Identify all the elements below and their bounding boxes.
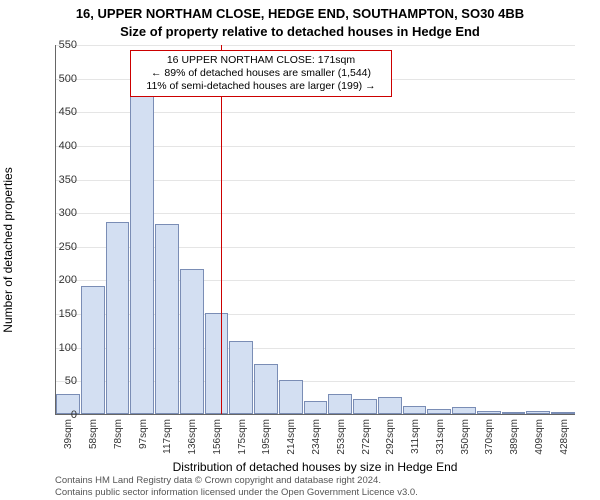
x-tick-label: 370sqm xyxy=(484,419,495,455)
x-tick-label: 331sqm xyxy=(435,419,446,455)
x-tick-label: 389sqm xyxy=(509,419,520,455)
histogram-bar xyxy=(130,71,154,414)
histogram-bar xyxy=(279,380,303,414)
histogram-bars xyxy=(56,45,575,414)
x-tick-label: 195sqm xyxy=(261,419,272,455)
x-tick-label: 253sqm xyxy=(336,419,347,455)
x-tick-label: 78sqm xyxy=(113,419,124,449)
y-tick-label: 200 xyxy=(47,274,77,286)
chart-plot-area xyxy=(55,45,575,415)
legend-line2: ← 89% of detached houses are smaller (1,… xyxy=(139,67,383,80)
legend-line3: 11% of semi-detached houses are larger (… xyxy=(139,80,383,93)
x-tick-label: 117sqm xyxy=(162,419,173,454)
histogram-bar xyxy=(254,364,278,414)
y-tick-label: 300 xyxy=(47,207,77,219)
marker-line xyxy=(221,45,222,414)
histogram-bar xyxy=(353,399,377,414)
x-tick-label: 272sqm xyxy=(361,419,372,455)
histogram-bar xyxy=(502,412,526,414)
histogram-bar xyxy=(328,394,352,414)
y-tick-label: 250 xyxy=(47,241,77,253)
y-tick-label: 450 xyxy=(47,106,77,118)
x-tick-label: 39sqm xyxy=(63,419,74,449)
histogram-bar xyxy=(81,286,105,414)
y-tick-label: 100 xyxy=(47,342,77,354)
histogram-bar xyxy=(180,269,204,414)
footer-line2: Contains public sector information licen… xyxy=(55,487,418,498)
x-tick-label: 428sqm xyxy=(559,419,570,455)
footer-attribution: Contains HM Land Registry data © Crown c… xyxy=(55,475,418,498)
histogram-bar xyxy=(205,313,229,414)
legend-box: 16 UPPER NORTHAM CLOSE: 171sqm ← 89% of … xyxy=(130,50,392,97)
histogram-bar xyxy=(526,411,550,414)
histogram-bar xyxy=(106,222,130,414)
y-tick-label: 400 xyxy=(47,140,77,152)
x-tick-label: 409sqm xyxy=(534,419,545,455)
histogram-bar xyxy=(403,406,427,414)
x-tick-label: 156sqm xyxy=(212,419,223,455)
y-tick-label: 500 xyxy=(47,73,77,85)
page-title-line1: 16, UPPER NORTHAM CLOSE, HEDGE END, SOUT… xyxy=(0,6,600,21)
y-tick-label: 50 xyxy=(47,375,77,387)
x-tick-label: 350sqm xyxy=(460,419,471,455)
y-tick-label: 150 xyxy=(47,308,77,320)
legend-line1: 16 UPPER NORTHAM CLOSE: 171sqm xyxy=(139,54,383,67)
histogram-bar xyxy=(378,397,402,414)
x-tick-label: 292sqm xyxy=(385,419,396,455)
y-tick-label: 550 xyxy=(47,39,77,51)
x-tick-label: 58sqm xyxy=(88,419,99,449)
page-title-line2: Size of property relative to detached ho… xyxy=(0,24,600,39)
x-tick-label: 97sqm xyxy=(138,419,149,449)
y-axis-label-text: Number of detached properties xyxy=(1,167,15,332)
histogram-bar xyxy=(427,409,451,414)
histogram-bar xyxy=(229,341,253,414)
histogram-bar xyxy=(477,411,501,414)
x-tick-label: 311sqm xyxy=(410,419,421,454)
x-tick-label: 234sqm xyxy=(311,419,322,455)
footer-line1: Contains HM Land Registry data © Crown c… xyxy=(55,475,418,486)
x-tick-label: 214sqm xyxy=(286,419,297,455)
y-tick-label: 350 xyxy=(47,174,77,186)
histogram-bar xyxy=(452,407,476,414)
histogram-bar xyxy=(304,401,328,414)
x-axis-label: Distribution of detached houses by size … xyxy=(55,460,575,474)
histogram-bar xyxy=(155,224,179,414)
x-tick-label: 136sqm xyxy=(187,419,198,455)
histogram-bar xyxy=(551,412,575,414)
x-tick-label: 175sqm xyxy=(237,419,248,455)
